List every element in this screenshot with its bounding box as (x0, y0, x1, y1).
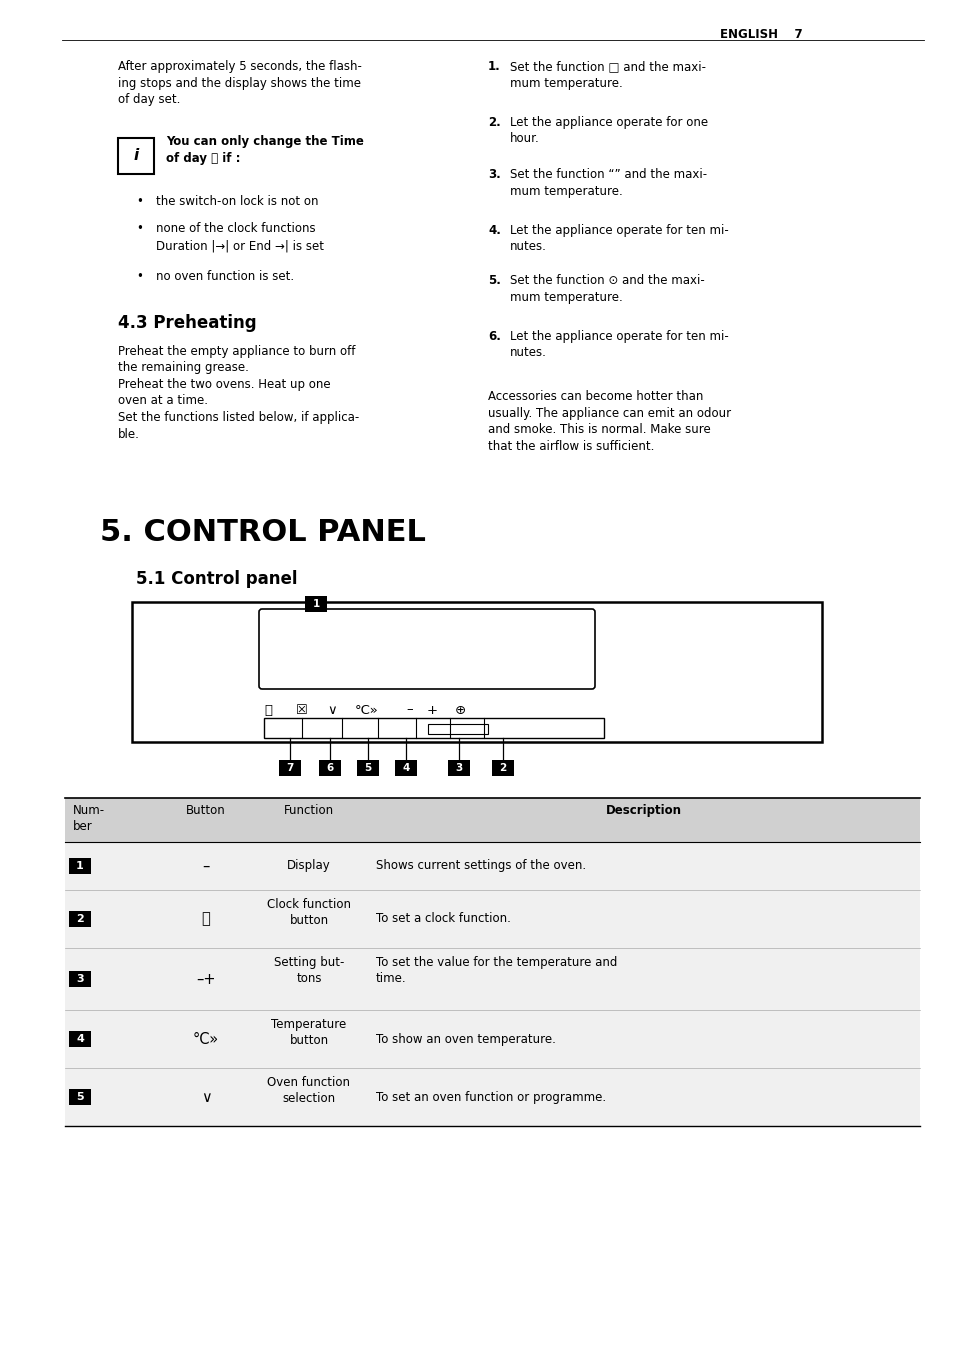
Bar (69, 971, 91, 987)
Bar (65, 798, 919, 842)
Text: +: + (426, 703, 437, 717)
Bar (65, 842, 919, 890)
Text: –: – (202, 859, 210, 873)
FancyBboxPatch shape (258, 608, 595, 690)
Text: ☒: ☒ (295, 703, 308, 717)
Text: To set a clock function.: To set a clock function. (375, 913, 511, 926)
Text: 5.1 Control panel: 5.1 Control panel (136, 571, 297, 588)
Text: 3.: 3. (488, 168, 500, 181)
Bar (395, 760, 416, 776)
Text: 4.: 4. (488, 224, 500, 237)
Text: To set the value for the temperature and
time.: To set the value for the temperature and… (375, 956, 617, 986)
Text: 7: 7 (286, 763, 294, 773)
Text: ∨: ∨ (200, 1090, 212, 1105)
Text: Function: Function (284, 804, 334, 817)
Text: 3: 3 (455, 763, 462, 773)
Bar (305, 596, 327, 612)
Text: 1: 1 (76, 861, 84, 871)
Text: 1.: 1. (488, 59, 500, 73)
Text: 4: 4 (402, 763, 409, 773)
Bar (65, 948, 919, 1010)
Text: Shows current settings of the oven.: Shows current settings of the oven. (375, 860, 585, 872)
Text: Preheat the empty appliance to burn off
the remaining grease.
Preheat the two ov: Preheat the empty appliance to burn off … (118, 345, 359, 441)
Bar (69, 859, 91, 873)
Text: Let the appliance operate for ten mi-
nutes.: Let the appliance operate for ten mi- nu… (510, 330, 728, 360)
Bar (69, 1032, 91, 1046)
Bar (69, 911, 91, 927)
Text: •: • (136, 270, 143, 283)
Bar (118, 138, 153, 174)
Text: You can only change the Time
of day ⓣ if :: You can only change the Time of day ⓣ if… (166, 135, 363, 165)
Text: –+: –+ (196, 972, 215, 987)
Text: none of the clock functions
Duration |→| or End →| is set: none of the clock functions Duration |→|… (156, 222, 324, 253)
Text: Set the function ⊙ and the maxi-
mum temperature.: Set the function ⊙ and the maxi- mum tem… (510, 274, 704, 303)
Bar (132, 602, 821, 742)
Text: Clock function
button: Clock function button (267, 898, 351, 927)
Text: 5.: 5. (488, 274, 500, 287)
Text: ∨: ∨ (327, 703, 336, 717)
Text: 4.3 Preheating: 4.3 Preheating (118, 314, 256, 333)
Text: Accessories can become hotter than
usually. The appliance can emit an odour
and : Accessories can become hotter than usual… (488, 389, 730, 453)
Text: °C»: °C» (193, 1032, 219, 1046)
Text: 5: 5 (364, 763, 372, 773)
Text: ENGLISH    7: ENGLISH 7 (720, 28, 801, 41)
Text: Let the appliance operate for ten mi-
nutes.: Let the appliance operate for ten mi- nu… (510, 224, 728, 254)
Text: Temperature
button: Temperature button (271, 1018, 346, 1046)
Text: °C»: °C» (355, 703, 378, 717)
Text: 6: 6 (326, 763, 334, 773)
Bar (65, 1010, 919, 1068)
Bar (492, 760, 514, 776)
Text: To set an oven function or programme.: To set an oven function or programme. (375, 1091, 605, 1103)
Text: ⓞ: ⓞ (264, 703, 272, 717)
Text: Button: Button (186, 804, 226, 817)
Text: 2.: 2. (488, 116, 500, 128)
Text: 2: 2 (498, 763, 506, 773)
Bar (318, 760, 340, 776)
Text: 5: 5 (76, 1092, 84, 1102)
Text: Oven function
selection: Oven function selection (267, 1076, 350, 1105)
Text: 5. CONTROL PANEL: 5. CONTROL PANEL (100, 518, 425, 548)
Text: After approximately 5 seconds, the flash-
ing stops and the display shows the ti: After approximately 5 seconds, the flash… (118, 59, 361, 105)
Bar (356, 760, 378, 776)
Bar (69, 1088, 91, 1105)
Text: 6.: 6. (488, 330, 500, 343)
Bar (264, 718, 603, 738)
Bar (428, 725, 488, 734)
Text: To show an oven temperature.: To show an oven temperature. (375, 1033, 556, 1045)
Text: i: i (133, 149, 138, 164)
Text: Setting but-
tons: Setting but- tons (274, 956, 344, 986)
Text: no oven function is set.: no oven function is set. (156, 270, 294, 283)
Text: 4: 4 (76, 1034, 84, 1044)
Text: Description: Description (605, 804, 681, 817)
Bar (65, 890, 919, 948)
Text: Set the function “” and the maxi-
mum temperature.: Set the function “” and the maxi- mum te… (510, 168, 706, 197)
Text: the switch-on lock is not on: the switch-on lock is not on (156, 195, 318, 208)
Text: •: • (136, 222, 143, 235)
Text: Set the function □ and the maxi-
mum temperature.: Set the function □ and the maxi- mum tem… (510, 59, 705, 89)
Text: ⓘ: ⓘ (201, 911, 211, 926)
Text: •: • (136, 195, 143, 208)
Text: Num-
ber: Num- ber (73, 804, 105, 833)
Text: ⊕: ⊕ (454, 703, 465, 717)
Text: Display: Display (287, 860, 331, 872)
Bar (448, 760, 470, 776)
Text: 3: 3 (76, 973, 84, 984)
Text: Let the appliance operate for one
hour.: Let the appliance operate for one hour. (510, 116, 707, 146)
Bar (278, 760, 301, 776)
Text: 1: 1 (312, 599, 319, 608)
Text: 2: 2 (76, 914, 84, 923)
Bar (65, 1068, 919, 1126)
Text: –: – (406, 703, 413, 717)
